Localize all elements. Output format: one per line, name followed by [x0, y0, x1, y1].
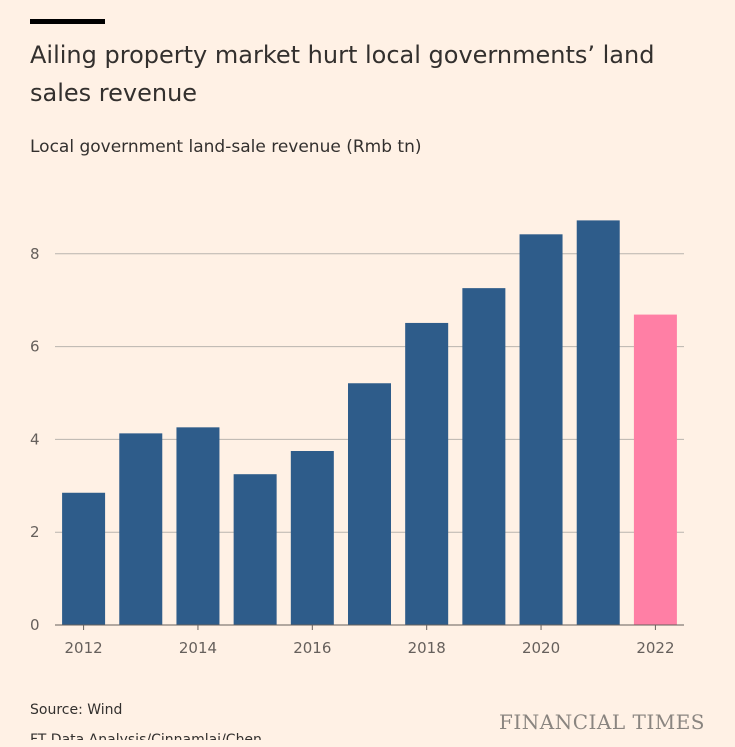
bar-2022 [633, 314, 677, 625]
bar-2016 [290, 451, 334, 625]
ft-logo: FINANCIAL TIMES [498, 710, 705, 734]
x-tick-label: 2012 [64, 639, 102, 657]
chart-title: Ailing property market hurt local govern… [30, 41, 655, 107]
source-note: Source: Wind [30, 702, 123, 718]
top-accent-bar [30, 19, 105, 24]
bar-2014 [176, 427, 220, 625]
bar-2019 [462, 288, 506, 625]
bar-2018 [405, 322, 449, 625]
x-tick-label: 2018 [408, 639, 446, 657]
y-tick-label: 4 [30, 430, 40, 448]
bar-2015 [233, 474, 277, 625]
credit-note: FT Data Analysis/Cinnamlai/Chen... [30, 732, 276, 740]
bars [62, 220, 677, 625]
bar-2017 [348, 383, 391, 625]
bar-2013 [119, 433, 163, 625]
bar-2012 [62, 492, 106, 625]
y-axis-ticks: 0 2 4 6 8 [30, 245, 40, 634]
y-tick-label: 0 [30, 616, 40, 634]
x-tick-label: 2020 [522, 639, 560, 657]
y-tick-label: 2 [30, 523, 40, 541]
x-tick-label: 2014 [179, 639, 217, 657]
x-tick-label: 2022 [636, 639, 674, 657]
y-tick-label: 6 [30, 338, 40, 356]
y-tick-label: 8 [30, 245, 40, 263]
x-tick-label: 2016 [293, 639, 331, 657]
bar-2020 [519, 234, 563, 625]
bar-2021 [576, 220, 620, 625]
x-axis-ticks: 2012 2014 2016 2018 2020 2022 [64, 625, 675, 657]
chart-subtitle: Local government land-sale revenue (Rmb … [30, 137, 422, 157]
